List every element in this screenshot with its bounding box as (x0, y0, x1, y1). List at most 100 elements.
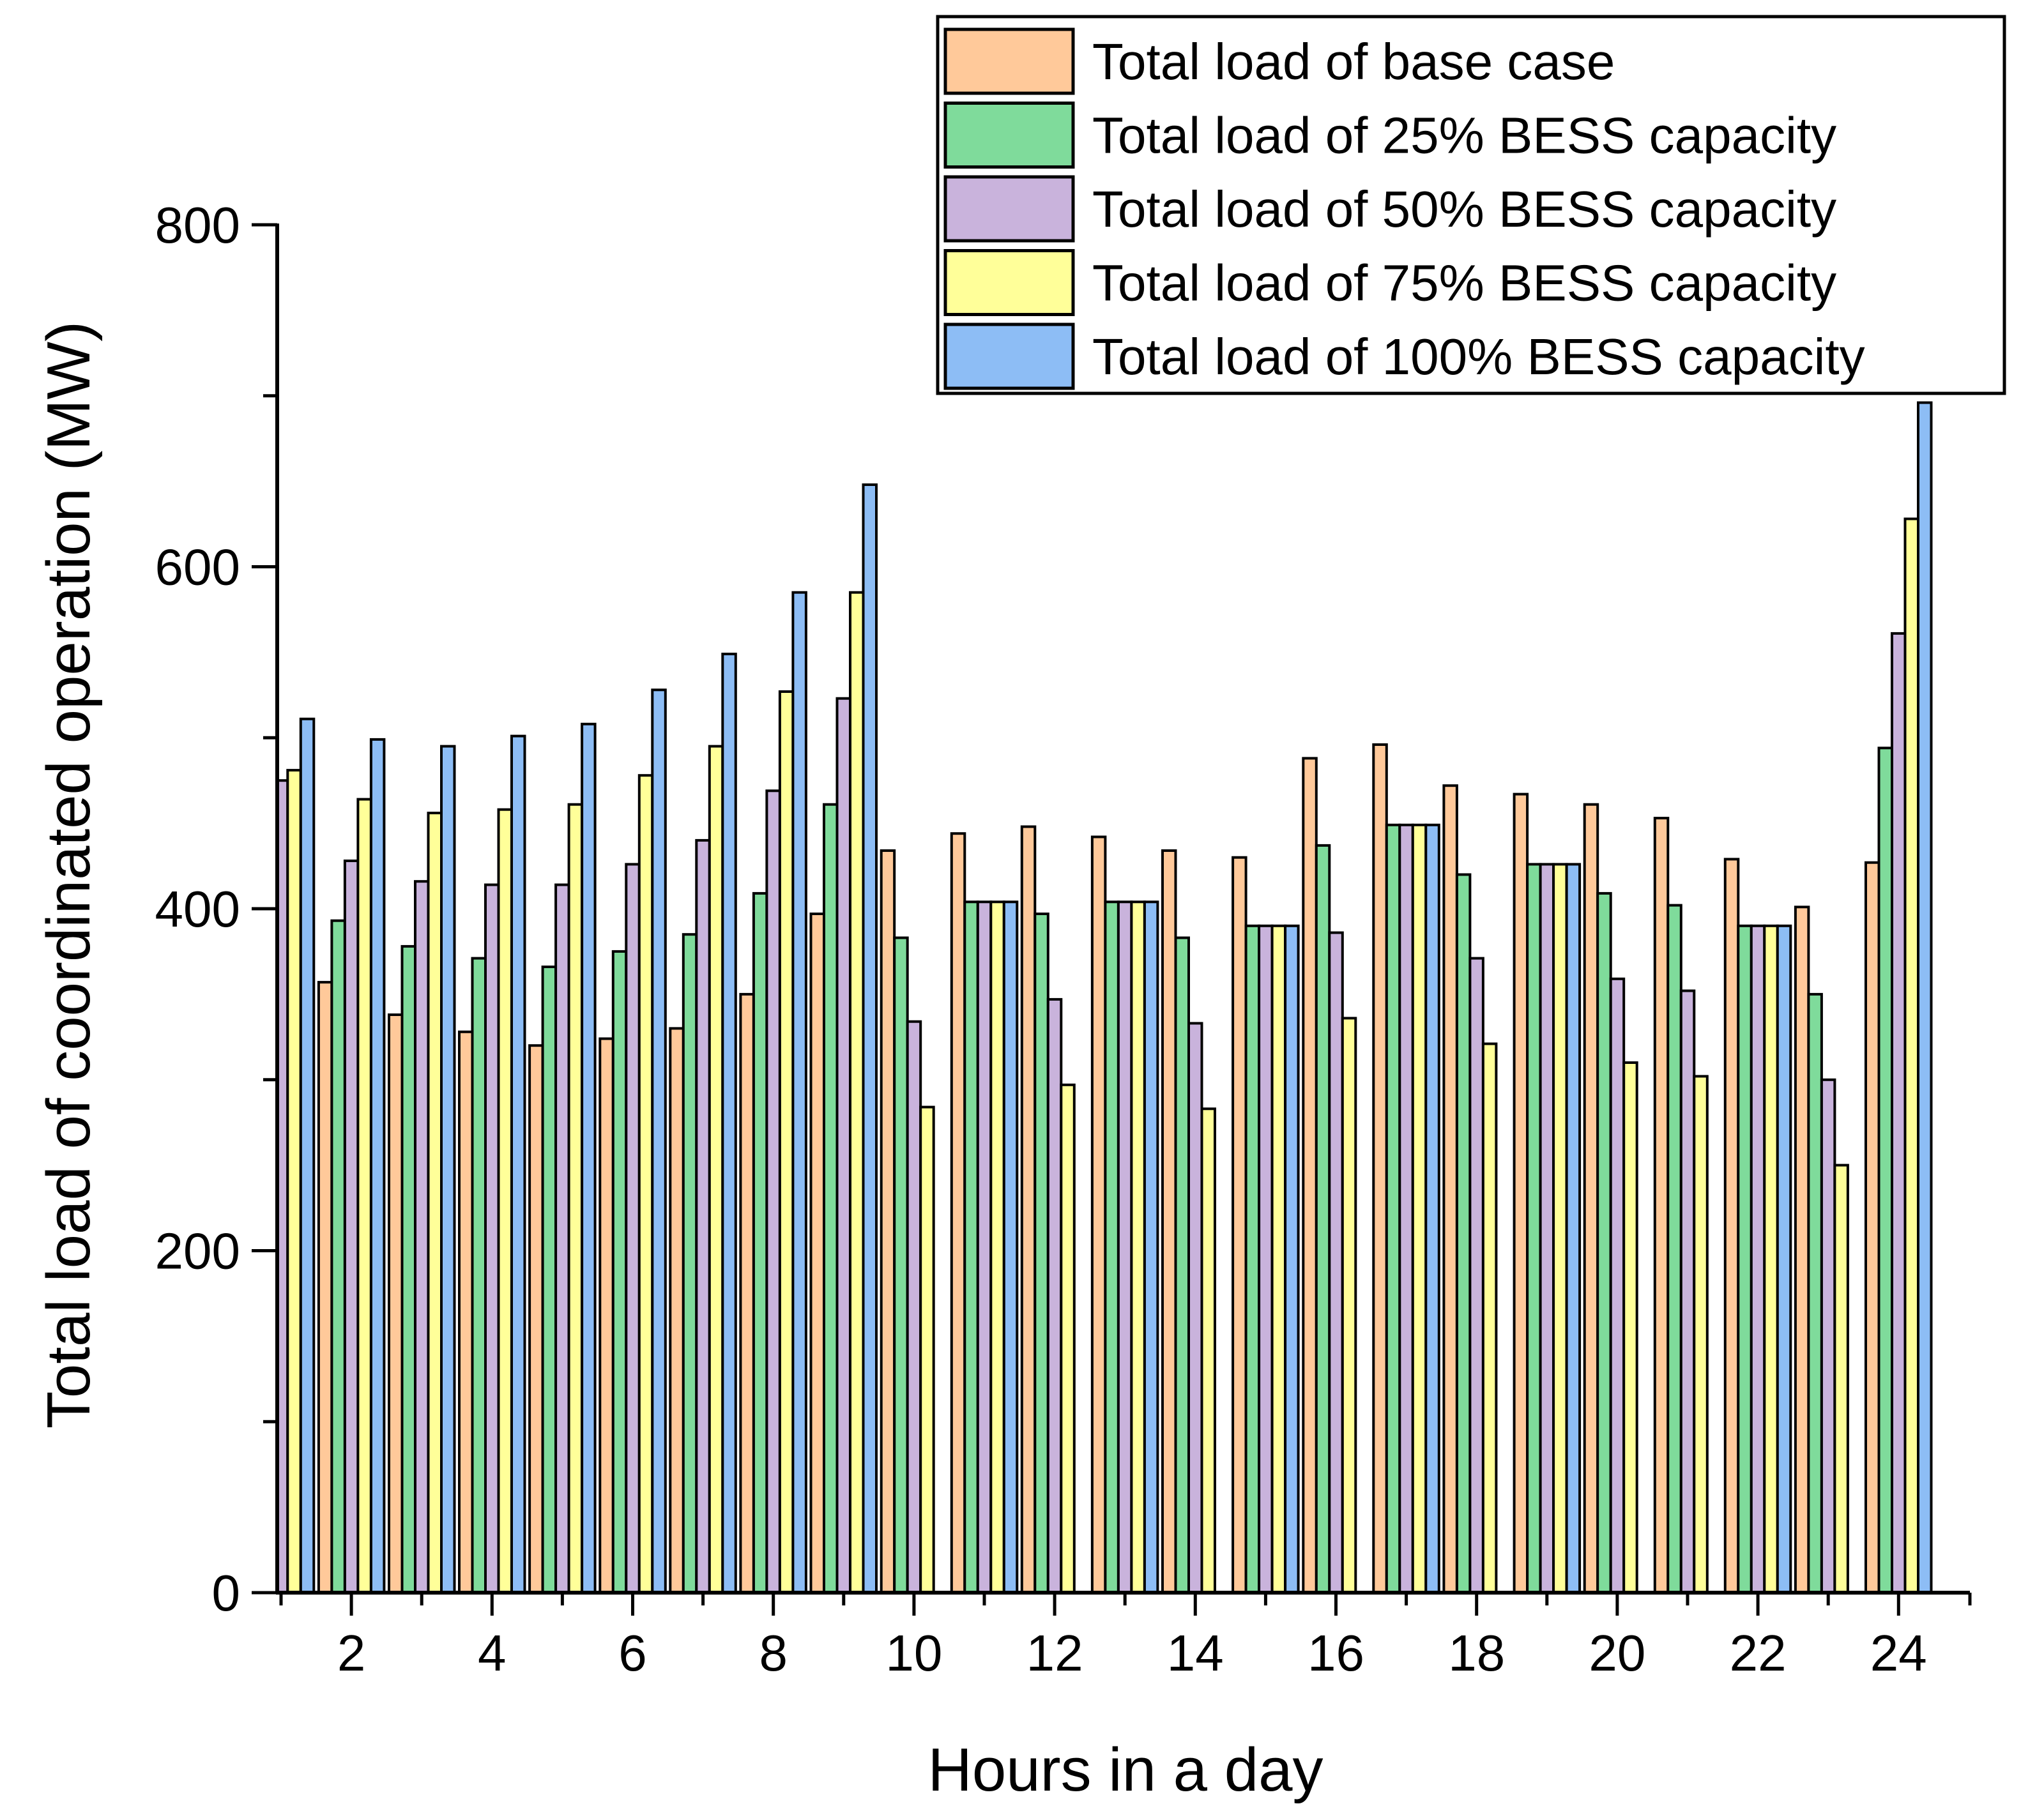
legend-swatch (943, 102, 1075, 169)
bar (356, 798, 372, 1593)
bar (1244, 924, 1261, 1593)
bar (682, 933, 698, 1593)
x-tick-label: 12 (1026, 1625, 1083, 1681)
bar (1794, 906, 1810, 1593)
bar (765, 789, 781, 1593)
bar (1090, 835, 1107, 1593)
bar (1481, 1042, 1498, 1593)
bar (541, 966, 558, 1593)
bar (330, 919, 346, 1593)
bar (458, 1030, 474, 1593)
bar (1302, 757, 1318, 1593)
bar (388, 1013, 404, 1593)
bar (554, 883, 570, 1593)
bar (809, 913, 825, 1593)
bar (1609, 977, 1626, 1593)
bar (248, 823, 262, 1593)
bar (862, 483, 878, 1593)
bar (1270, 924, 1287, 1593)
bar (369, 738, 386, 1593)
y-tick-label: 600 (155, 539, 240, 596)
y-axis-title: Total load of coordinated operation (MW) (34, 321, 103, 1429)
legend-swatch (943, 175, 1075, 243)
legend-swatch (943, 322, 1075, 390)
bar (1468, 957, 1484, 1593)
bar (286, 769, 302, 1593)
bar (1723, 858, 1740, 1593)
bar (1372, 743, 1388, 1593)
legend-label: Total load of 100% BESS capacity (1092, 328, 1865, 385)
bar (261, 798, 275, 1593)
bar (1411, 823, 1428, 1593)
bar (1526, 863, 1542, 1593)
bar (1398, 823, 1414, 1593)
bar (427, 812, 443, 1593)
bar (791, 591, 807, 1593)
bar (581, 722, 597, 1593)
bar (1187, 1022, 1203, 1593)
bar (440, 745, 456, 1593)
bar (484, 883, 500, 1593)
bar (1328, 931, 1344, 1593)
legend-label: Total load of 50% BESS capacity (1092, 181, 1836, 238)
bar (1033, 913, 1049, 1593)
legend-swatch (943, 249, 1075, 316)
bar (1385, 823, 1401, 1593)
y-tick-label: 0 (212, 1565, 241, 1621)
bar-group (248, 401, 1933, 1593)
bar (906, 1020, 922, 1593)
legend-label: Total load of 25% BESS capacity (1092, 107, 1836, 164)
x-axis-title: Hours in a day (928, 1736, 1323, 1804)
x-tick-label: 14 (1167, 1625, 1224, 1681)
bar (1258, 924, 1274, 1593)
bar (880, 849, 896, 1593)
bar (1104, 900, 1120, 1593)
bar (1455, 873, 1472, 1593)
bar (299, 717, 316, 1593)
bar (1424, 823, 1440, 1593)
bar (1807, 992, 1823, 1593)
x-tick-label: 6 (618, 1625, 647, 1681)
x-tick-label: 24 (1870, 1625, 1927, 1681)
bar (471, 957, 487, 1593)
bar (1341, 1017, 1357, 1593)
x-tick-label: 20 (1589, 1625, 1645, 1681)
legend-swatch (943, 27, 1075, 95)
bar (976, 900, 993, 1593)
y-tick-label: 400 (155, 881, 240, 937)
y-tick-label: 800 (155, 197, 240, 254)
bar (1622, 1061, 1638, 1593)
x-tick-label: 22 (1730, 1625, 1787, 1681)
y-tick-label: 200 (155, 1223, 240, 1280)
bar (1130, 900, 1146, 1593)
bar (669, 1027, 685, 1593)
bar (1737, 924, 1753, 1593)
x-tick-label: 8 (759, 1625, 788, 1681)
bar (989, 900, 1005, 1593)
bar (1200, 1107, 1216, 1593)
bar (752, 891, 768, 1593)
bar (1917, 401, 1933, 1593)
bar (510, 734, 526, 1593)
bar (343, 860, 360, 1593)
bar (1232, 856, 1247, 1593)
bar (919, 1105, 935, 1593)
bar (1513, 792, 1529, 1593)
bar (1891, 632, 1907, 1593)
bar (778, 690, 795, 1593)
legend-label: Total load of 75% BESS capacity (1092, 255, 1836, 312)
bar (739, 992, 755, 1593)
bar (1046, 997, 1063, 1593)
bar (528, 1044, 544, 1593)
bar (317, 981, 333, 1593)
x-tick-label: 18 (1448, 1625, 1505, 1681)
bar (849, 591, 865, 1593)
bar (625, 863, 641, 1593)
bar (721, 653, 737, 1593)
bar (1877, 747, 1893, 1593)
bar (567, 803, 584, 1593)
bar (1679, 989, 1696, 1593)
bar (1161, 849, 1177, 1593)
